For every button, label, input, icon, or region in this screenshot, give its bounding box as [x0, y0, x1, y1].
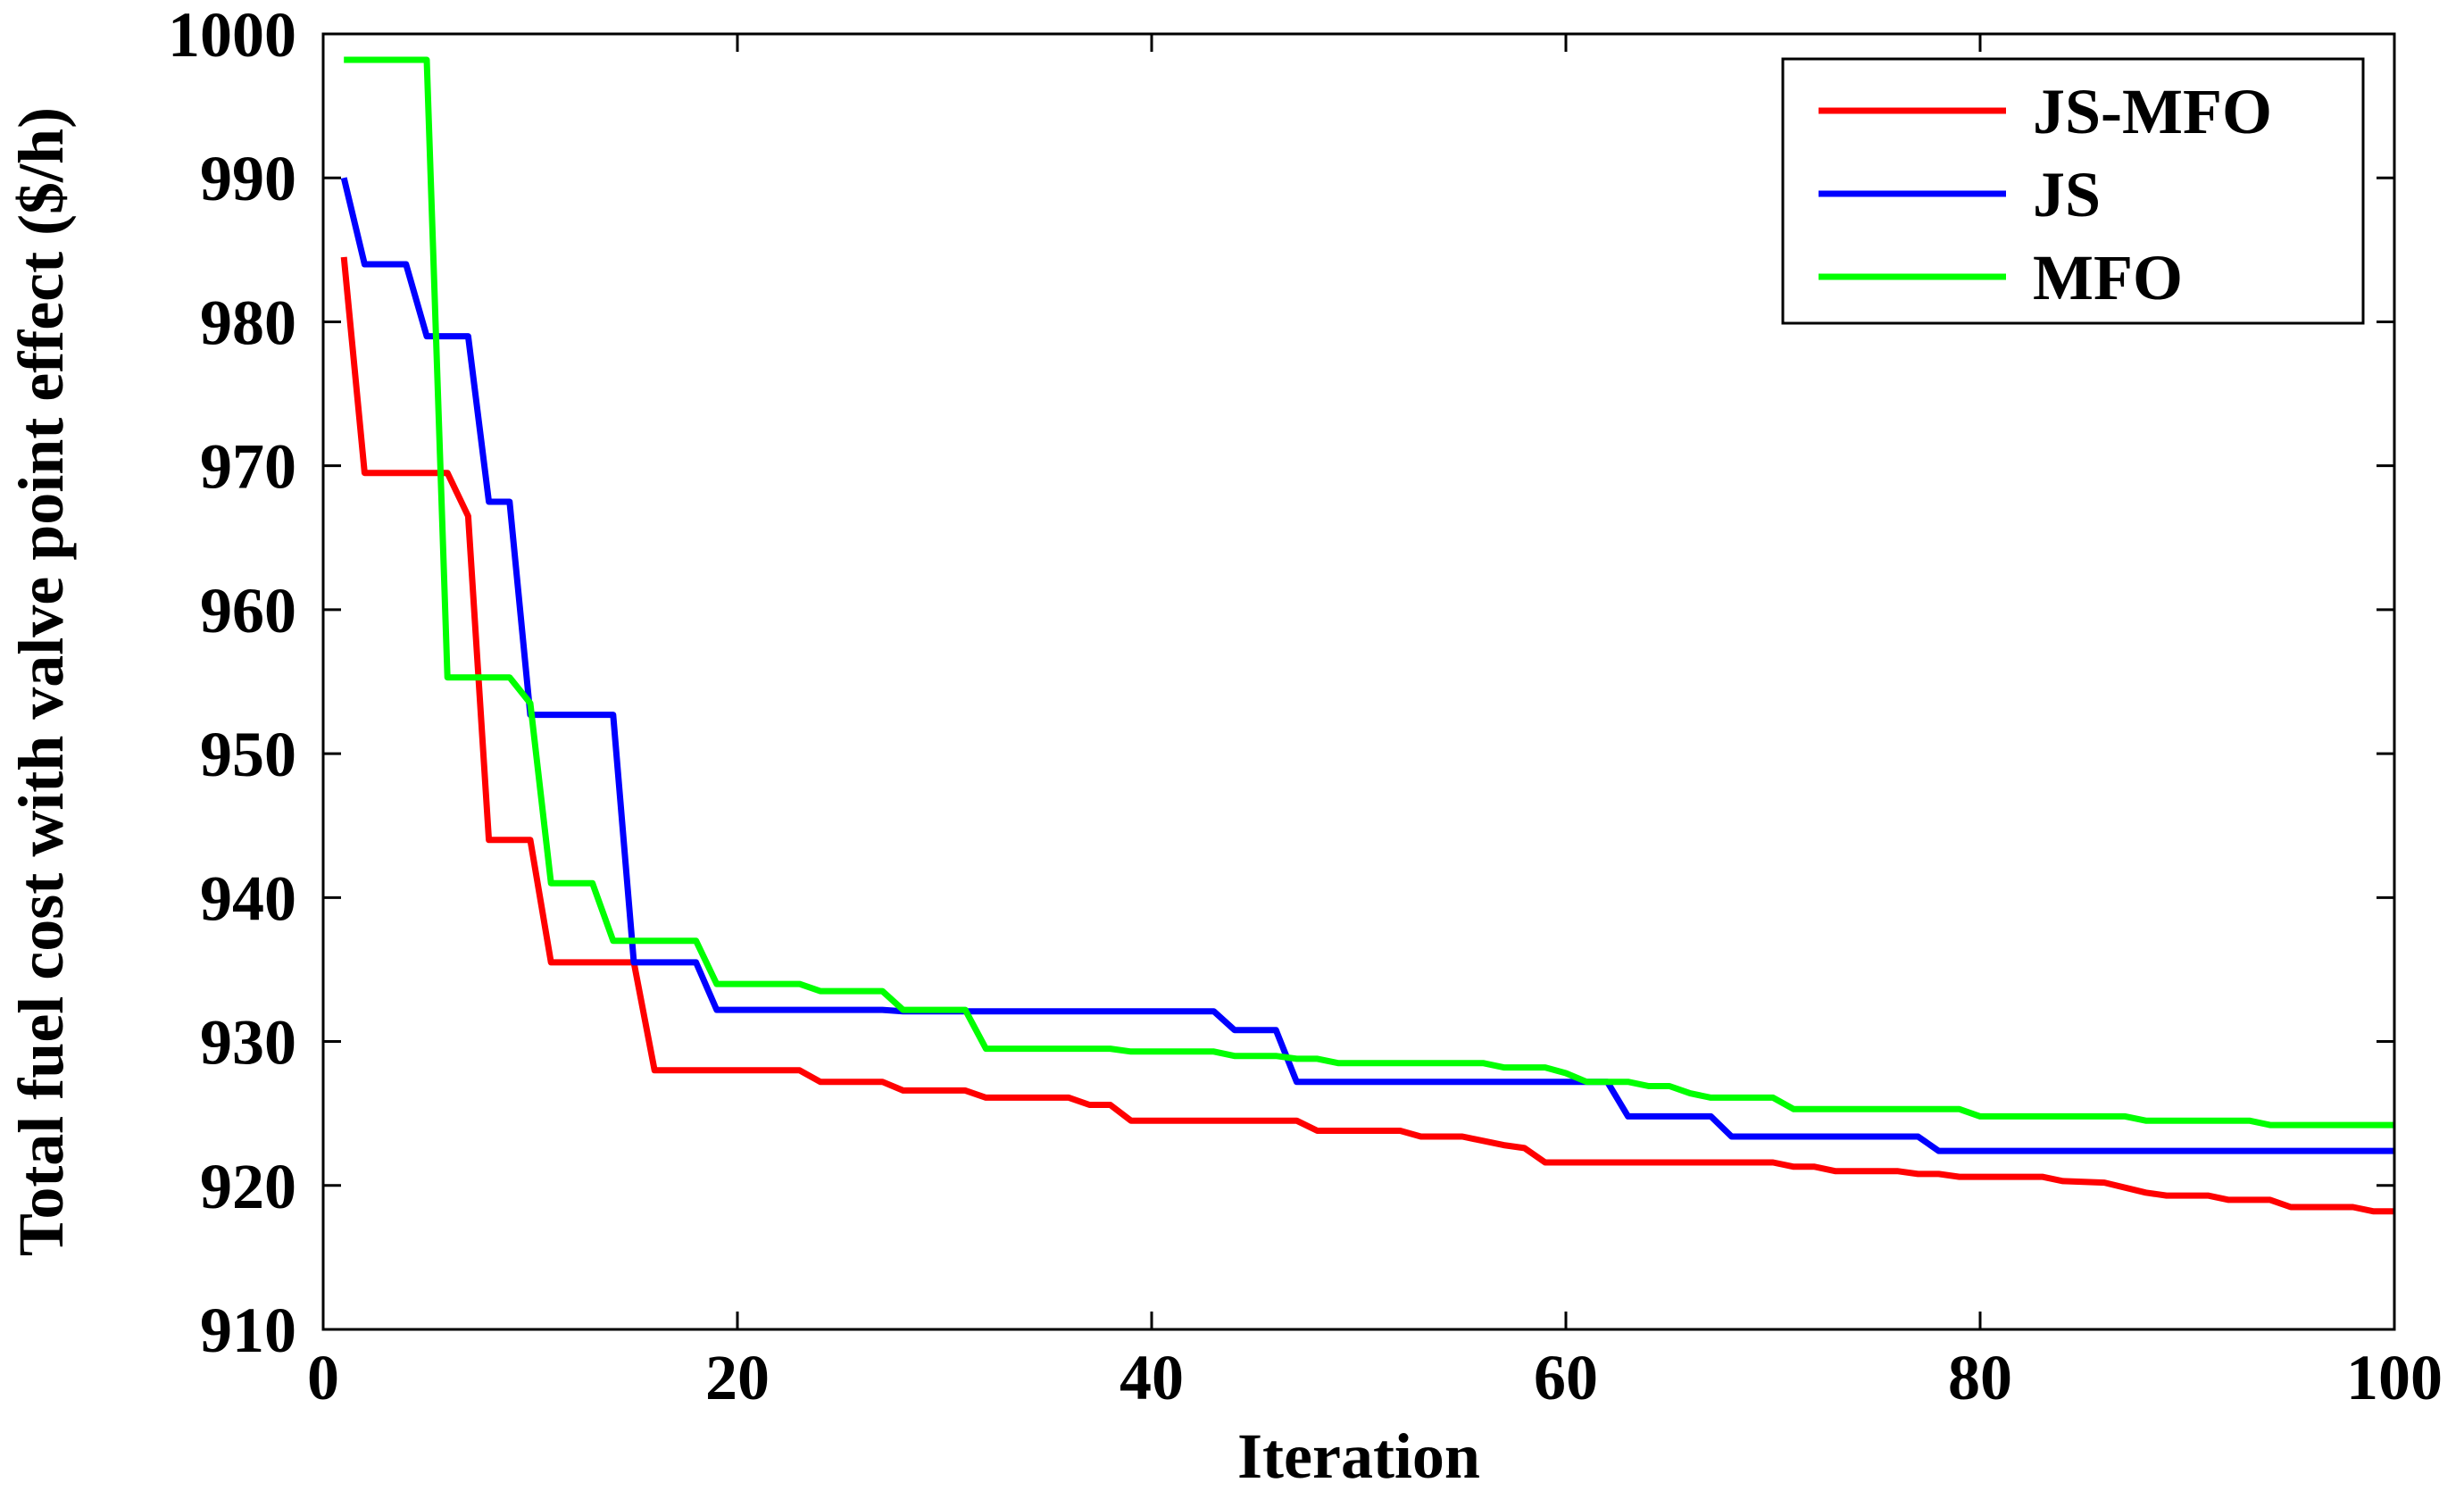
- x-tick-label: 80: [1948, 1342, 2012, 1413]
- series-line-js-mfo: [340, 256, 2394, 1215]
- axis-ticks: 0 20 40 60 80 100 910 920 930 940 950 960 970 980 990 1…: [168, 0, 2443, 1413]
- x-axis-title: Iteration: [1237, 1420, 1480, 1491]
- y-tick-label: 970: [200, 431, 296, 503]
- y-tick-label: 940: [200, 862, 296, 934]
- legend-items: JS-MFO JS MFO: [1819, 76, 2272, 313]
- y-tick-label: 980: [200, 287, 296, 358]
- legend-label: MFO: [2033, 242, 2183, 313]
- x-tick-label: 40: [1120, 1342, 1184, 1413]
- legend-label: JS-MFO: [2033, 76, 2272, 147]
- y-tick-label: 950: [200, 719, 296, 790]
- y-axis-title: Total fuel cost with valve point effect …: [5, 107, 77, 1256]
- y-tick-label: 910: [200, 1295, 296, 1366]
- y-tick-label: 960: [200, 575, 296, 646]
- plot-area: [340, 56, 2394, 1215]
- x-tick-label: 100: [2346, 1342, 2443, 1413]
- legend: JS-MFO JS MFO: [1781, 57, 2365, 325]
- y-tick-label: 1000: [168, 0, 296, 71]
- x-tick-label: 60: [1534, 1342, 1598, 1413]
- plot-frame: [321, 32, 2396, 1331]
- y-tick-label: 990: [200, 143, 296, 214]
- y-tick-label: 930: [200, 1007, 296, 1079]
- series-line-js: [340, 177, 2394, 1154]
- series-line-mfo: [344, 56, 2394, 1129]
- x-tick-label: 20: [705, 1342, 770, 1413]
- x-tick-label: 0: [307, 1342, 339, 1413]
- legend-label: JS: [2033, 159, 2101, 230]
- y-tick-label: 920: [200, 1151, 296, 1222]
